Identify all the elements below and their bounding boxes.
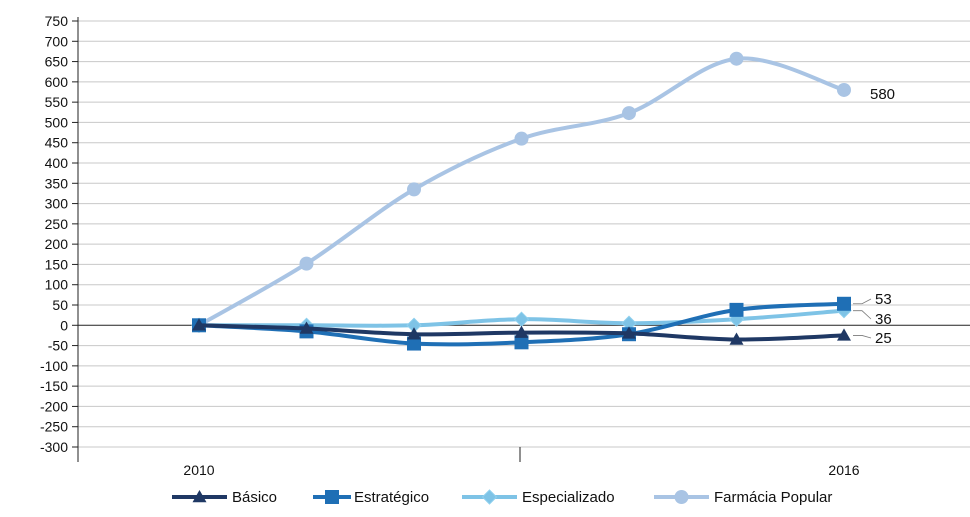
label-leader-line bbox=[853, 310, 872, 320]
data-point bbox=[729, 302, 744, 317]
y-tick-label: -150 bbox=[40, 378, 68, 394]
data-point bbox=[407, 327, 421, 340]
legend-label: Estratégico bbox=[354, 489, 429, 506]
legend-label: Básico bbox=[232, 489, 277, 506]
y-tick-label: 100 bbox=[45, 277, 69, 293]
series-basico bbox=[192, 318, 851, 345]
data-point bbox=[513, 311, 530, 327]
legend-swatch-marker bbox=[192, 490, 207, 503]
data-point bbox=[837, 296, 851, 311]
y-tick-label: -50 bbox=[48, 338, 68, 354]
series-line bbox=[197, 56, 846, 328]
x-tick-label: 2010 bbox=[183, 462, 214, 478]
y-tick-label: 600 bbox=[45, 74, 69, 90]
data-label: 36 bbox=[875, 311, 892, 328]
y-tick-label: 650 bbox=[45, 54, 69, 70]
label-leader-line bbox=[853, 335, 872, 339]
legend-swatch-marker bbox=[325, 490, 339, 504]
series-layer bbox=[191, 51, 852, 351]
grid-lines bbox=[78, 20, 970, 448]
axes: 7507006506005505004504003503002502001501… bbox=[40, 13, 970, 478]
y-tick-label: -100 bbox=[40, 358, 68, 374]
data-point bbox=[407, 182, 421, 197]
data-point bbox=[299, 321, 314, 334]
legend-label: Especializado bbox=[522, 489, 615, 506]
y-tick-label: 500 bbox=[45, 114, 69, 130]
y-tick-label: 400 bbox=[45, 155, 69, 171]
data-labels: 25 53 36 580 bbox=[853, 86, 895, 347]
y-tick-label: 250 bbox=[45, 216, 69, 232]
data-point bbox=[622, 326, 636, 339]
y-tick-label: 200 bbox=[45, 236, 69, 252]
label-leader-line bbox=[853, 298, 872, 305]
legend-swatch-marker bbox=[481, 489, 498, 505]
y-tick-label: 0 bbox=[60, 317, 68, 333]
data-label: 25 bbox=[875, 330, 892, 347]
legend-item: Especializado bbox=[462, 489, 615, 506]
data-point bbox=[192, 318, 206, 331]
y-tick-label: 700 bbox=[45, 33, 69, 49]
legend: Básico Estratégico Especializado Farmácia P… bbox=[172, 489, 832, 506]
data-point bbox=[514, 131, 529, 146]
legend-swatch-marker bbox=[674, 490, 689, 504]
data-point bbox=[622, 106, 636, 121]
legend-label: Farmácia Popular bbox=[714, 489, 832, 506]
data-label: 580 bbox=[870, 86, 895, 103]
legend-item: Estratégico bbox=[313, 489, 429, 506]
y-tick-label: 750 bbox=[45, 13, 69, 29]
data-point bbox=[729, 332, 744, 345]
y-tick-label: 300 bbox=[45, 196, 69, 212]
y-tick-label: -200 bbox=[40, 398, 68, 414]
y-tick-label: 350 bbox=[45, 175, 69, 191]
y-tick-label: -300 bbox=[40, 439, 68, 455]
x-tick-label: 2016 bbox=[828, 462, 859, 478]
y-tick-label: 150 bbox=[45, 256, 69, 272]
series-farmacia-popular bbox=[192, 51, 851, 333]
data-point bbox=[729, 51, 744, 66]
data-point bbox=[837, 328, 851, 341]
y-tick-label: 450 bbox=[45, 135, 69, 151]
data-point bbox=[299, 256, 314, 271]
y-tick-label: -250 bbox=[40, 419, 68, 435]
y-tick-label: 550 bbox=[45, 94, 69, 110]
data-point bbox=[837, 82, 851, 97]
legend-item: Farmácia Popular bbox=[654, 489, 832, 506]
data-point bbox=[407, 336, 421, 351]
legend-item: Básico bbox=[172, 489, 277, 506]
y-tick-label: 50 bbox=[52, 297, 68, 313]
data-point bbox=[514, 335, 529, 350]
data-point bbox=[514, 325, 529, 338]
data-label: 53 bbox=[875, 291, 892, 308]
